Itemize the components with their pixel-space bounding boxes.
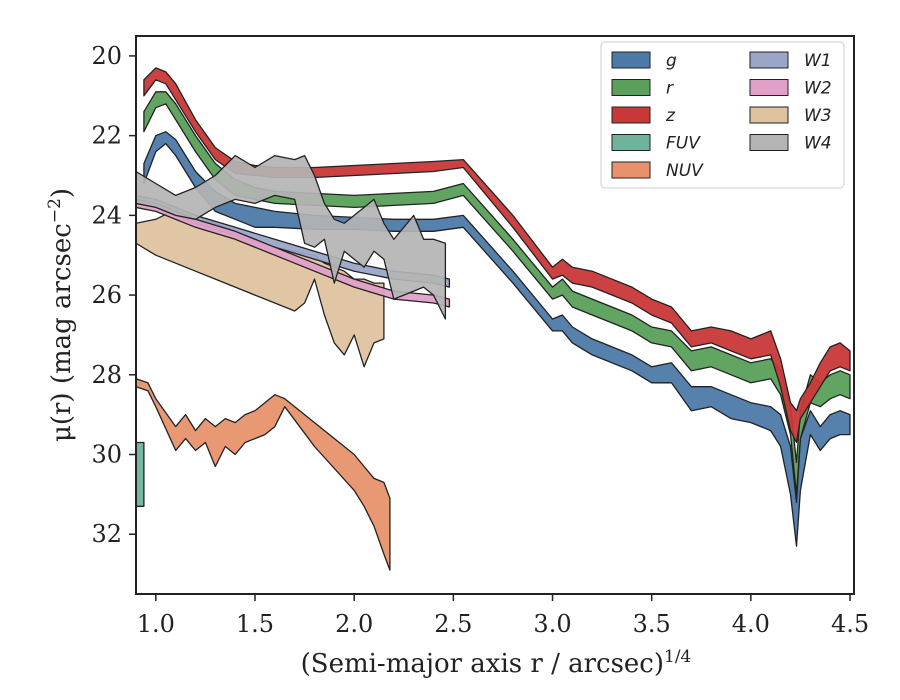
- x-tick-label: 2.0: [335, 610, 373, 638]
- y-tick-label: 30: [91, 441, 122, 469]
- x-tick-label: 1.0: [137, 610, 175, 638]
- y-tick-label: 20: [91, 42, 122, 70]
- y-tick-label: 32: [91, 520, 122, 548]
- legend-swatch-w4: [749, 134, 789, 151]
- y-tick-label: 28: [91, 361, 122, 389]
- data-bands: [136, 67, 851, 571]
- legend-label-r: r: [666, 79, 674, 99]
- legend-label-z: z: [665, 106, 676, 126]
- legend: grz FUV NUV W1 W2 W3 W4: [600, 41, 845, 189]
- axis-ticks: 1.0 1.5 2.0 2.5 3.0 3.5 4.0 4.5 20 22 24 26 28 30 32: [91, 42, 869, 638]
- legend-label-g: g: [666, 51, 677, 71]
- x-axis-label: (Semi-major axis r / arcsec)1/4: [301, 647, 692, 679]
- y-tick-label: 24: [91, 201, 122, 229]
- band-nuv: [136, 378, 391, 571]
- legend-swatch-fuv: [611, 134, 651, 151]
- legend-label-w4: W4: [804, 134, 832, 154]
- x-tick-label: 4.0: [732, 610, 770, 638]
- legend-swatch-w1: [749, 51, 789, 69]
- legend-label-w3: W3: [804, 106, 832, 126]
- band-fuv: [136, 441, 145, 507]
- legend-label-w1: W1: [804, 51, 832, 71]
- y-tick-label: 26: [91, 281, 122, 309]
- legend-swatch-r: [611, 79, 651, 96]
- x-tick-label: 1.5: [236, 610, 274, 638]
- legend-label-fuv: FUV: [666, 134, 701, 154]
- x-tick-label: 3.0: [533, 610, 571, 638]
- band-w2: [136, 198, 451, 308]
- band-r: [143, 91, 851, 496]
- legend-label-w2: W2: [804, 79, 832, 99]
- y-axis-label: μ(r) (mag arcsec−2): [45, 188, 77, 442]
- x-tick-label: 4.5: [831, 610, 869, 638]
- legend-swatch-w2: [749, 79, 789, 96]
- legend-label-nuv: NUV: [666, 161, 704, 181]
- legend-swatch-z: [611, 106, 651, 124]
- band-z: [143, 67, 851, 444]
- legend-swatch-g: [611, 51, 651, 69]
- x-tick-label: 3.5: [633, 610, 671, 638]
- legend-box: [600, 41, 845, 189]
- band-w4: [136, 154, 447, 320]
- band-g: [143, 131, 851, 547]
- plot-frame: [135, 35, 855, 595]
- legend-swatch-nuv: [611, 161, 651, 179]
- y-tick-label: 22: [91, 122, 122, 150]
- legend-swatch-w3: [749, 106, 789, 124]
- x-tick-label: 2.5: [434, 610, 472, 638]
